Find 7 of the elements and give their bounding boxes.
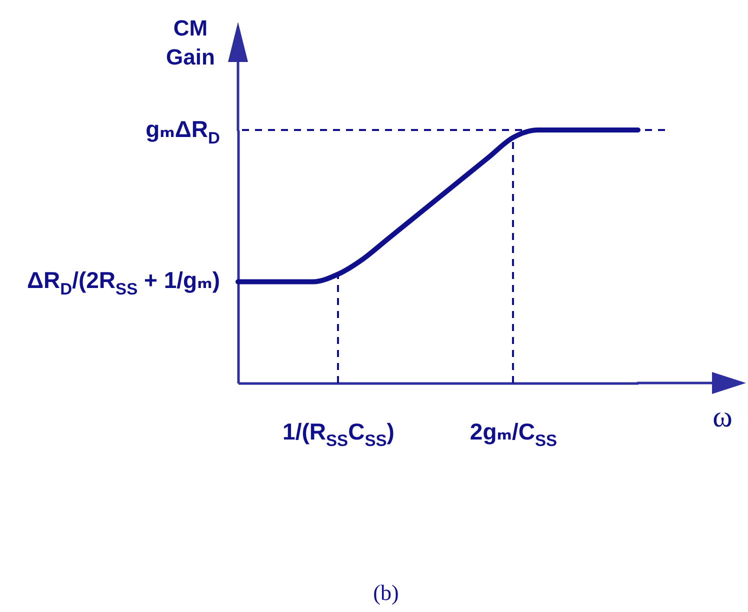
x-axis-title: ω xyxy=(712,400,732,434)
y-axis-title: CM Gain xyxy=(166,16,215,70)
text: (b) xyxy=(373,580,399,605)
text: ΔR$_{D}$/(2R$_{SS}$ + 1/gₘ) xyxy=(26,267,220,298)
ref-line-label: gₘΔR$_{D}$ xyxy=(146,116,220,148)
x-tick-label: 2gₘ/C$_{SS}$ xyxy=(470,418,558,450)
x-tick-label: 1/(R$_{SS}$C$_{SS}$) xyxy=(282,418,394,450)
